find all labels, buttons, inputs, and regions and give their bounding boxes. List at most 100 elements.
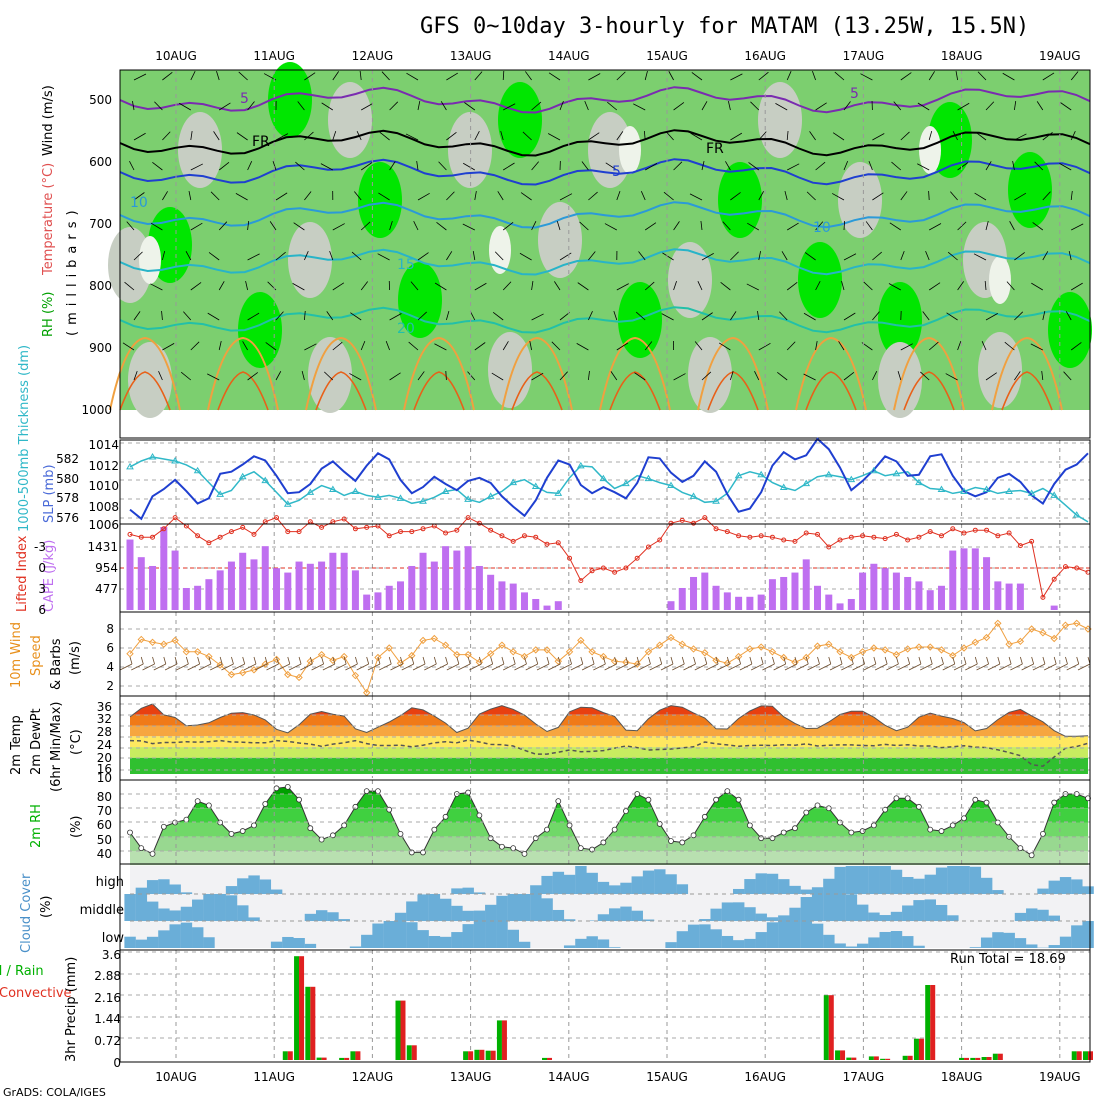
- wind-barb: [920, 663, 933, 671]
- li-marker: [702, 515, 708, 521]
- thickness-marker: [667, 481, 675, 489]
- wind-barb: [974, 656, 978, 665]
- wind-barb: [985, 313, 998, 321]
- wind-barb: [243, 663, 257, 671]
- cape-bar: [137, 557, 145, 610]
- rh-marker: [927, 826, 934, 833]
- wind-barb: [829, 663, 843, 671]
- date-tick-bottom: 14AUG: [548, 1070, 590, 1084]
- cloud-bar: [879, 931, 891, 948]
- wind-barb: [295, 161, 305, 171]
- wind-barb: [390, 663, 403, 671]
- wind-barb: [190, 222, 203, 231]
- li-marker: [668, 520, 674, 526]
- tick-label: 1000: [81, 403, 112, 417]
- cloud-bar: [462, 910, 474, 921]
- li-marker: [984, 527, 990, 533]
- cape-bar: [1016, 583, 1024, 610]
- side-labels: RH (%) Temperature (°C) Wind (m/s) (mill…: [0, 85, 84, 1062]
- wind-speed-marker: [160, 640, 168, 648]
- cloud-bar: [270, 889, 283, 894]
- li-marker: [1006, 530, 1012, 536]
- wind-barb: [616, 283, 629, 291]
- wind-speed-line: [129, 622, 1089, 694]
- rain-bar: [1071, 1051, 1077, 1060]
- cape-bar: [520, 592, 528, 610]
- wind-barb: [400, 656, 403, 665]
- wind-barb: [500, 130, 504, 141]
- cloud-bar: [710, 929, 722, 948]
- rain-bar: [463, 1051, 469, 1060]
- wind-speed-marker: [768, 648, 777, 656]
- cape-bar: [442, 546, 450, 610]
- wind-speed-marker: [903, 645, 912, 653]
- wind-barb: [815, 281, 821, 291]
- wind-barb: [332, 223, 345, 231]
- cloud-bar: [248, 875, 260, 894]
- wind-barb: [786, 341, 796, 351]
- panel-cloud-cover: high middle low: [80, 866, 1094, 948]
- wind-barb: [474, 131, 480, 141]
- wind-barb: [673, 161, 683, 171]
- wind-barb: [815, 102, 827, 111]
- wind-barb: [872, 251, 882, 261]
- cloud-bar: [744, 938, 756, 948]
- li-marker: [589, 568, 595, 574]
- rh-marker: [1017, 845, 1024, 852]
- isotherm-hot: [511, 371, 563, 411]
- li-marker: [938, 533, 944, 539]
- thickness-marker: [238, 472, 247, 480]
- cloud-bar: [462, 924, 474, 948]
- rh-marker: [656, 821, 663, 827]
- cloud-bar: [890, 931, 903, 948]
- rh-marker: [690, 832, 697, 839]
- wind-barb: [129, 161, 135, 171]
- rh-marker: [555, 798, 562, 805]
- cloud-bar: [214, 894, 226, 921]
- wind-barb: [531, 161, 539, 171]
- wind-barb: [717, 663, 730, 671]
- wind-barb: [673, 373, 686, 381]
- wind-barb: [417, 311, 427, 321]
- side-label-wind-unit: (m/s): [68, 641, 83, 675]
- wind-barb: [389, 161, 396, 171]
- wind-barb: [690, 132, 703, 141]
- wind-barb: [1055, 663, 1068, 671]
- wind-barb: [957, 340, 962, 351]
- chart-panels: 5FR5101520510FR5006007008009001000582580…: [34, 62, 1094, 1070]
- wind-barb: [355, 656, 358, 665]
- wind-barb: [1053, 656, 1057, 665]
- wind-barb: [174, 656, 178, 665]
- wind-barb: [758, 131, 767, 141]
- tick-label: 1014: [88, 438, 119, 452]
- cloud-bar: [1048, 915, 1060, 921]
- cloud-bar: [721, 902, 734, 921]
- wind-barb: [1014, 133, 1027, 141]
- wind-barb: [208, 252, 220, 261]
- wind-barb: [803, 373, 816, 381]
- wind-barb: [1010, 663, 1023, 671]
- wind-barb: [531, 280, 534, 291]
- cape-bar: [881, 568, 889, 610]
- wind-barb: [163, 656, 167, 665]
- cloud-bar: [924, 899, 937, 921]
- cloud-bar: [721, 935, 734, 948]
- rh-marker: [510, 845, 517, 852]
- cloud-bar: [135, 887, 148, 894]
- wind-barb: [1042, 656, 1046, 665]
- wind-barb: [593, 663, 606, 671]
- wind-barb: [783, 656, 787, 665]
- wind-barb: [900, 131, 910, 141]
- wind-speed-marker: [599, 652, 608, 661]
- wind-barb: [438, 161, 447, 171]
- wind-speed-marker: [746, 645, 754, 653]
- cloud-bar: [845, 946, 858, 948]
- thickness-marker: [960, 487, 968, 494]
- tick-label: 578: [56, 491, 79, 505]
- cloud-bar: [135, 939, 148, 948]
- wind-barb: [535, 656, 539, 665]
- rh-region: [288, 222, 332, 298]
- wind-barb: [1059, 162, 1072, 171]
- panel-4-frame: [119, 611, 1091, 697]
- wind-barb: [638, 251, 646, 261]
